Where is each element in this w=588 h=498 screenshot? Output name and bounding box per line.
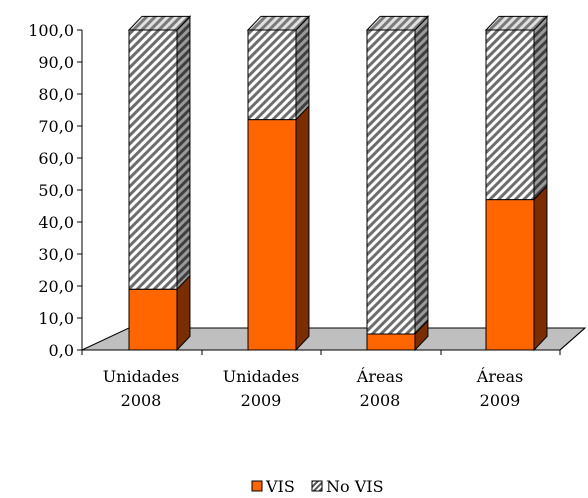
bar-segment-vis-side	[533, 184, 548, 352]
bar-segment-vis-front	[128, 288, 178, 351]
bar-top-cap	[246, 15, 311, 31]
y-tick-label: 80,0	[38, 85, 74, 104]
y-tick-label: 70,0	[38, 117, 74, 136]
legend-label: No VIS	[326, 477, 384, 496]
bar-top-cap	[484, 15, 549, 31]
bar-segment-no-vis-front	[366, 29, 416, 335]
bar-top-cap	[365, 15, 430, 31]
x-category-label: Áreas 2008	[356, 366, 403, 410]
bar-stack	[365, 15, 430, 352]
x-category-label: Áreas 2009	[476, 366, 523, 410]
y-tick-label: 10,0	[38, 309, 74, 328]
bar-top-cap	[127, 15, 192, 31]
bar-segment-no-vis-front	[485, 29, 535, 201]
x-category-label: Unidades 2008	[103, 367, 180, 410]
legend-label: VIS	[265, 477, 295, 496]
x-category-label: Unidades 2009	[223, 367, 300, 410]
bar-segment-vis-front	[247, 119, 297, 351]
y-tick-label: 30,0	[38, 245, 74, 264]
legend-item-vis: VIS	[251, 477, 295, 496]
legend-item-no-vis: No VIS	[311, 477, 384, 496]
legend-swatch	[251, 480, 263, 492]
bar-segment-vis-front	[485, 199, 535, 351]
bar-segment-no-vis-side	[533, 15, 548, 201]
y-tick-label: 100,0	[28, 21, 74, 40]
legend-swatch	[311, 480, 323, 492]
y-tick-label: 40,0	[38, 213, 74, 232]
bar-segment-vis-front	[366, 333, 416, 351]
bar-segment-no-vis-front	[247, 29, 297, 121]
bar-stack	[246, 15, 311, 352]
y-tick-label: 50,0	[38, 181, 74, 200]
bar-stack	[484, 15, 549, 352]
bar-segment-no-vis-side	[176, 15, 191, 291]
bar-stack	[127, 15, 192, 352]
y-tick-label: 60,0	[38, 149, 74, 168]
x-axis-depth-line	[559, 327, 586, 351]
bar-segment-vis-side	[295, 104, 310, 352]
y-tick-label: 90,0	[38, 53, 74, 72]
bar-segment-no-vis-front	[128, 29, 178, 290]
y-tick-label: 0,0	[49, 341, 74, 360]
y-tick-label: 20,0	[38, 277, 74, 296]
bar-segment-no-vis-side	[295, 15, 310, 121]
bar-segment-no-vis-side	[414, 15, 429, 336]
